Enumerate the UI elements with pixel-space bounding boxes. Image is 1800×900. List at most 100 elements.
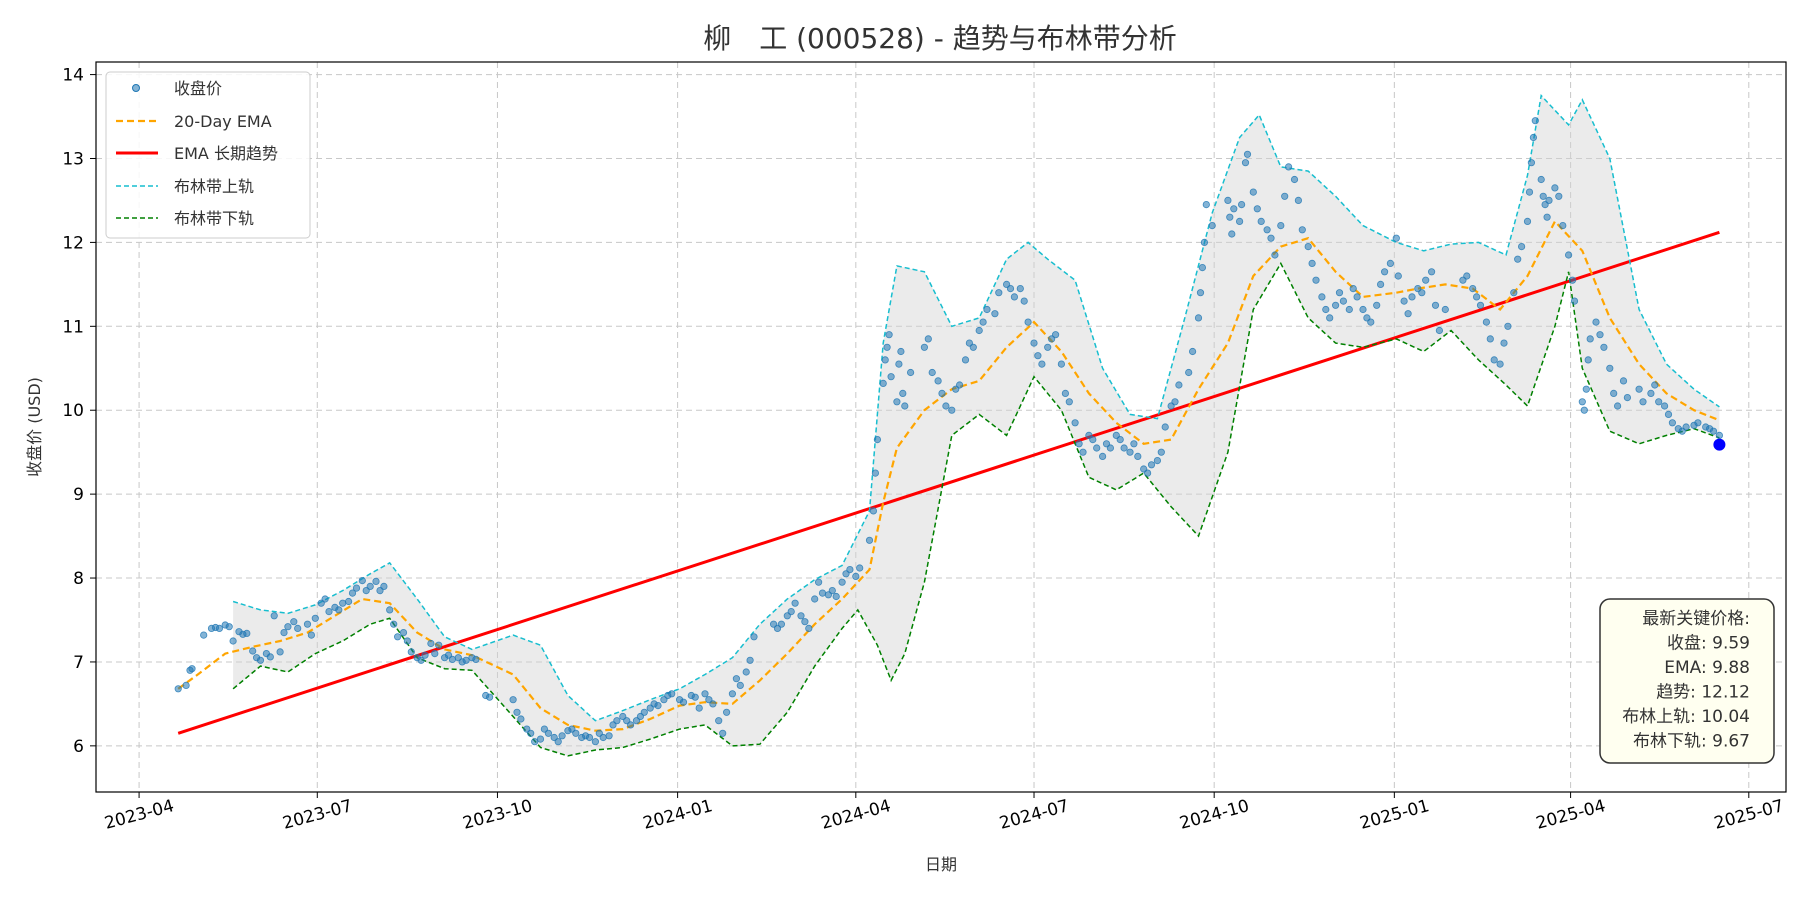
close-point <box>1304 243 1312 251</box>
close-point <box>955 381 964 389</box>
y-tick-label: 6 <box>73 737 84 757</box>
legend-box <box>105 71 311 239</box>
close-point <box>284 623 292 631</box>
close-point <box>1514 255 1522 263</box>
close-point <box>1664 410 1673 418</box>
y-tick-label: 11 <box>62 317 84 337</box>
close-point <box>901 402 909 410</box>
close-point <box>1500 339 1508 347</box>
close-point <box>938 389 946 397</box>
close-point <box>348 589 357 597</box>
close-point <box>1486 335 1494 343</box>
close-point <box>1006 284 1015 293</box>
close-point <box>591 738 600 746</box>
close-point <box>1157 448 1165 456</box>
close-point <box>885 331 893 339</box>
close-point <box>811 595 819 603</box>
close-point <box>472 655 480 664</box>
close-point <box>1312 276 1320 284</box>
close-point <box>1431 301 1440 309</box>
close-point <box>1308 259 1316 267</box>
close-point <box>1353 293 1361 301</box>
close-point <box>182 681 190 690</box>
close-point <box>691 693 699 701</box>
close-point <box>1551 184 1559 192</box>
close-point <box>1238 201 1246 209</box>
legend-close-marker <box>132 84 140 92</box>
close-point <box>1404 310 1412 318</box>
close-point <box>544 729 553 737</box>
close-point <box>393 633 402 641</box>
close-point <box>1476 301 1485 309</box>
close-point <box>865 536 874 544</box>
bollinger-band-fill <box>233 95 1720 756</box>
close-point <box>462 656 470 664</box>
close-point <box>1230 205 1238 213</box>
close-point <box>407 648 415 656</box>
x-tick-label: 2024-04 <box>819 796 893 834</box>
close-point <box>1065 398 1073 406</box>
close-point <box>1130 440 1138 448</box>
close-point <box>1469 284 1477 293</box>
close-point <box>1596 331 1604 339</box>
close-point <box>527 729 535 737</box>
close-point <box>887 373 895 381</box>
close-point <box>942 402 950 410</box>
close-point <box>897 347 905 356</box>
close-point <box>640 708 648 716</box>
close-point <box>1529 133 1538 142</box>
close-point <box>1267 234 1275 242</box>
close-point <box>679 698 688 706</box>
close-point <box>1545 196 1553 204</box>
info-box-line: 收盘: 9.59 <box>1667 634 1750 654</box>
close-point <box>668 690 676 698</box>
close-point <box>188 665 196 673</box>
close-point <box>1668 419 1677 427</box>
close-point <box>736 681 744 690</box>
close-point <box>1243 150 1252 158</box>
close-point <box>991 310 999 318</box>
close-point <box>856 564 864 572</box>
info-box-line: 布林下轨: 9.67 <box>1633 732 1750 752</box>
x-tick-label: 2024-01 <box>641 796 715 834</box>
bollinger-upper-line <box>232 93 1720 722</box>
close-point <box>695 704 703 712</box>
close-point <box>791 599 799 607</box>
bollinger-lower-line <box>232 261 1720 757</box>
close-point <box>1682 423 1690 431</box>
close-point <box>344 597 353 606</box>
close-point <box>838 578 846 586</box>
close-point <box>1586 335 1594 343</box>
close-point <box>335 606 343 614</box>
close-point <box>1592 318 1600 326</box>
close-point <box>509 696 517 704</box>
close-point <box>174 685 182 693</box>
close-point <box>787 607 795 616</box>
close-point <box>1559 222 1567 230</box>
close-point <box>1106 444 1115 452</box>
close-point <box>1194 314 1203 322</box>
close-point <box>1318 293 1326 301</box>
close-point <box>303 620 312 628</box>
close-point <box>403 637 411 645</box>
close-point <box>709 700 717 708</box>
close-point <box>715 717 723 725</box>
close-point <box>276 648 284 656</box>
close-point <box>1281 192 1289 200</box>
close-point <box>742 668 750 676</box>
close-point <box>1052 331 1060 339</box>
close-point <box>1147 461 1156 469</box>
close-point <box>873 435 882 444</box>
close-point <box>605 732 613 740</box>
close-point <box>1537 175 1545 184</box>
y-tick-label: 10 <box>62 401 84 421</box>
close-point <box>1332 301 1340 309</box>
close-point <box>1335 289 1344 297</box>
close-point <box>1093 444 1101 452</box>
close-point <box>372 577 380 586</box>
close-point <box>626 721 635 729</box>
close-point <box>1030 339 1038 347</box>
close-point <box>969 343 977 351</box>
y-tick-label: 14 <box>62 66 84 86</box>
close-point <box>613 717 621 725</box>
